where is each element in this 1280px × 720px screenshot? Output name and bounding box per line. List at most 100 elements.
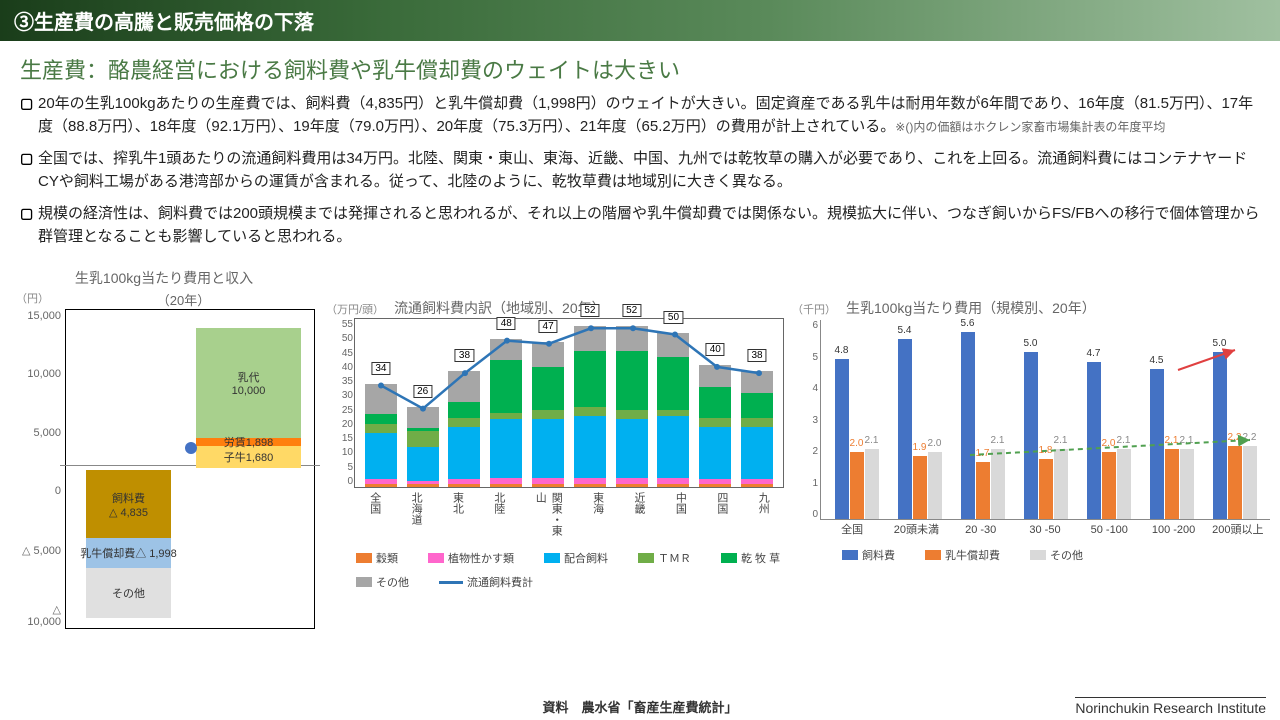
legend-item: 飼料費 — [842, 547, 895, 563]
chart3-value-label: 2.2 — [1228, 432, 1242, 443]
chart3-bar: 1.7 — [976, 462, 990, 519]
chart1-title: 生乳100kg当たり費用と収入 — [10, 268, 318, 288]
chart3-value-label: 2.0 — [1102, 438, 1116, 449]
header-title: ③生産費の高騰と販売価格の下落 — [14, 12, 314, 34]
chart3-bar: 2.0 — [850, 452, 864, 519]
chart3-yaxis: 0123456 — [804, 320, 818, 520]
chart2-unit: （万円/頭） — [326, 301, 384, 317]
chart1-plot: 15,00010,0005,0000△ 5,000△ 10,000 乳代10,0… — [65, 309, 315, 629]
chart3-value-label: 5.4 — [898, 325, 912, 336]
chart3-group: 5.41.92.0 — [898, 339, 942, 519]
chart3-value-label: 2.1 — [1054, 435, 1068, 446]
chart2-xcategory: 四国 — [714, 492, 730, 542]
chart3-value-label: 2.2 — [1243, 432, 1257, 443]
chart1-segment: 乳牛償却費△ 1,998 — [86, 538, 171, 568]
chart1-negative-bar: 飼料費△ 4,835乳牛償却費△ 1,998その他 — [86, 470, 171, 618]
subtitle: 生産費：酪農経営における飼料費や乳牛償却費のウェイトは大きい — [0, 41, 1280, 93]
chart3-bar: 2.2 — [1243, 446, 1257, 519]
chart3-value-label: 2.1 — [865, 435, 879, 446]
chart3-bar: 4.7 — [1087, 362, 1101, 519]
chart1-subtitle: （20年） — [49, 290, 318, 309]
chart2-bar: 48 — [490, 339, 522, 487]
chart3-unit: （千円） — [792, 301, 836, 317]
chart3-value-label: 5.0 — [1213, 338, 1227, 349]
chart2-xcategory: 近畿 — [631, 492, 647, 542]
chart2-legend: 穀類植物性かす類配合飼料ＴＭＲ乾 牧 草その他流通飼料費計 — [356, 550, 784, 590]
chart2-title: 流通飼料費内訳（地域別、20年） — [394, 298, 606, 318]
chart3-xcategory: 20 -30 — [953, 524, 1008, 537]
chart1-positive-bar: 乳代10,000労賃1,898子牛1,680 — [196, 328, 301, 468]
chart2-bar: 40 — [699, 365, 731, 487]
chart3-value-label: 2.1 — [1165, 435, 1179, 446]
chart2-bar-total: 52 — [580, 304, 599, 317]
chart3-value-label: 1.8 — [1039, 445, 1053, 456]
chart2-bar-total: 50 — [664, 311, 683, 324]
chart1-yaxis: 15,00010,0005,0000△ 5,000△ 10,000 — [16, 310, 61, 628]
chart1-segment: その他 — [86, 568, 171, 618]
chart2-xcategory: 全国 — [367, 492, 383, 542]
chart2-bar-total: 52 — [622, 304, 641, 317]
chart2-bar: 52 — [574, 326, 606, 487]
chart3-bar: 5.0 — [1024, 352, 1038, 519]
chart2-bar-total: 40 — [706, 343, 725, 356]
chart3-group: 4.72.02.1 — [1087, 362, 1131, 519]
chart2-bar-total: 26 — [413, 385, 432, 398]
legend-item: 流通飼料費計 — [439, 574, 533, 590]
chart3-value-label: 4.8 — [835, 345, 849, 356]
chart2-xcategory: 東北 — [449, 492, 465, 542]
chart3-xcategory: 200頭以上 — [1210, 524, 1265, 537]
chart-cost-revenue: 生乳100kg当たり費用と収入 （円） （20年） 15,00010,0005,… — [10, 268, 318, 643]
chart-cost-scale: （千円） 生乳100kg当たり費用（規模別、20年） 0123456 4.82.… — [792, 298, 1270, 638]
chart1-segment: 乳代10,000 — [196, 328, 301, 438]
chart2-xcategory: 東海 — [590, 492, 606, 542]
bullet-list: 20年の生乳100kgあたりの生産費では、飼料費（4,835円）と乳牛償却費（1… — [0, 93, 1280, 268]
legend-item: その他 — [1030, 547, 1083, 563]
chart2-bar-total: 34 — [371, 362, 390, 375]
chart2-xcategory: 中国 — [672, 492, 688, 542]
bullet-note: ※()内の価額はホクレン家畜市場集計表の年度平均 — [895, 120, 1165, 134]
chart3-xcategory: 30 -50 — [1017, 524, 1072, 537]
chart2-bar: 38 — [448, 371, 480, 487]
chart2-yaxis: 0510152025303540455055 — [333, 319, 353, 487]
chart3-value-label: 2.0 — [850, 438, 864, 449]
chart3-group: 4.82.02.1 — [835, 359, 879, 519]
chart2-bar: 38 — [741, 371, 773, 487]
chart3-group: 5.02.22.2 — [1213, 352, 1257, 519]
chart2-bar: 50 — [657, 333, 689, 487]
source-text: 資料 農水省「畜産生産費統計」 — [542, 697, 737, 716]
chart3-bar: 2.1 — [1165, 449, 1179, 519]
chart3-value-label: 1.7 — [976, 448, 990, 459]
chart3-value-label: 2.0 — [928, 438, 942, 449]
chart3-bar: 5.4 — [898, 339, 912, 519]
chart3-title: 生乳100kg当たり費用（規模別、20年） — [846, 298, 1096, 318]
chart3-bar: 5.6 — [961, 332, 975, 519]
chart2-bar-total: 47 — [539, 320, 558, 333]
chart1-segment: 労賃1,898 — [196, 438, 301, 446]
chart3-bar: 2.1 — [1180, 449, 1194, 519]
chart3-bar: 1.8 — [1039, 459, 1053, 519]
chart3-bar: 4.5 — [1150, 369, 1164, 519]
legend-item: 乾 牧 草 — [721, 550, 780, 566]
chart3-bar: 1.9 — [913, 456, 927, 519]
bullet-item: 全国では、搾乳牛1頭あたりの流通飼料費用は34万円。北陸、関東・東山、東海、近畿… — [20, 148, 1260, 193]
chart3-xcategory: 50 -100 — [1082, 524, 1137, 537]
footer-institute: Norinchukin Research Institute — [1075, 697, 1266, 716]
chart3-bar: 2.1 — [1054, 449, 1068, 519]
chart3-bar: 2.0 — [928, 452, 942, 519]
header-bar: ③生産費の高騰と販売価格の下落 — [0, 0, 1280, 41]
chart3-value-label: 4.7 — [1087, 348, 1101, 359]
chart2-bar: 34 — [365, 384, 397, 488]
chart3-value-label: 5.0 — [1024, 338, 1038, 349]
chart3-group: 4.52.12.1 — [1150, 369, 1194, 519]
chart2-xcategory: 九州 — [755, 492, 771, 542]
chart2-xcategory: 北海道 — [408, 492, 424, 542]
chart2-xcategory: 関東・東山 — [532, 492, 564, 542]
legend-item: 穀類 — [356, 550, 398, 566]
legend-item: ＴＭＲ — [638, 550, 691, 566]
chart2-bar-total: 38 — [748, 349, 767, 362]
chart3-value-label: 2.1 — [1180, 435, 1194, 446]
chart3-xcategory: 20頭未満 — [889, 524, 944, 537]
chart3-bar: 2.1 — [991, 449, 1005, 519]
chart3-value-label: 4.5 — [1150, 355, 1164, 366]
marker-dot-icon — [185, 442, 197, 454]
